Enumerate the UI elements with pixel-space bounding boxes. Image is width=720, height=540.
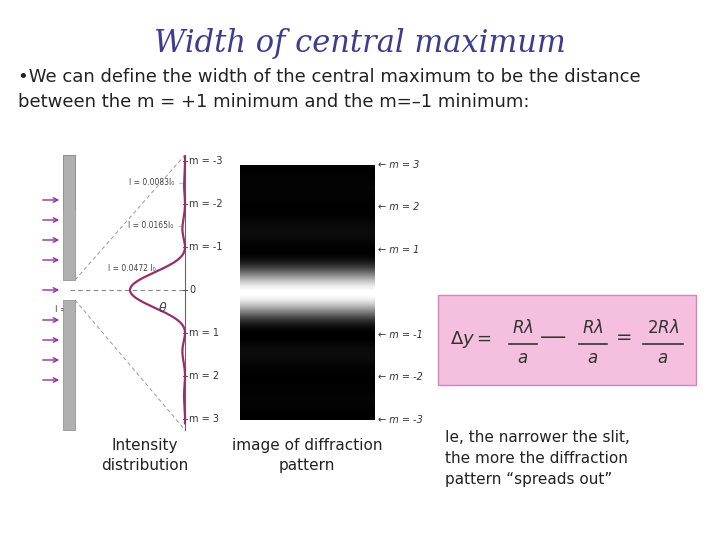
Text: m = -3: m = -3 [189,156,222,166]
Text: $2R\lambda$: $2R\lambda$ [647,319,679,337]
Text: ← m = -1: ← m = -1 [378,330,423,340]
Text: Ie, the narrower the slit,
the more the diffraction
pattern “spreads out”: Ie, the narrower the slit, the more the … [445,430,630,487]
Bar [63,155,75,210]
Text: ← m = 1: ← m = 1 [378,245,419,255]
Text: image of diffraction
pattern: image of diffraction pattern [232,438,382,473]
Text: m = 1: m = 1 [189,328,219,338]
Text: Width of central maximum: Width of central maximum [154,28,566,59]
Text: ← m = -2: ← m = -2 [378,373,423,382]
Text: $-$: $-$ [538,327,554,346]
Text: $a$: $a$ [518,349,528,367]
Text: $a$: $a$ [657,349,669,367]
Text: ← m = 3: ← m = 3 [378,160,419,170]
Text: •We can define the width of the central maximum to be the distance
between the m: •We can define the width of the central … [18,68,641,111]
Text: ← m = -3: ← m = -3 [378,415,423,425]
Text: $a$: $a$ [588,349,598,367]
Bar [63,155,75,280]
Text: I = 0.0165I₀: I = 0.0165I₀ [127,221,173,230]
Text: m = 2: m = 2 [189,371,219,381]
Text: θ: θ [159,301,167,314]
Text: $R\lambda$: $R\lambda$ [512,319,534,337]
Text: $-$: $-$ [550,327,566,346]
Text: m = 3: m = 3 [189,414,219,424]
Text: m = -2: m = -2 [189,199,222,209]
Text: ← m = 2: ← m = 2 [378,202,419,213]
Text: 0: 0 [189,285,195,295]
Text: Intensity
distribution: Intensity distribution [102,438,189,473]
Text: m = -1: m = -1 [189,242,222,252]
Text: I = 0.0472 I₀: I = 0.0472 I₀ [108,264,156,273]
Bar [63,300,75,430]
Text: I = 0.0083I₀: I = 0.0083I₀ [129,178,174,187]
Text: $\Delta y =$: $\Delta y =$ [450,329,492,350]
Text: $R\lambda$: $R\lambda$ [582,319,604,337]
Text: I = I₀: I = I₀ [55,305,76,314]
Text: $=$: $=$ [612,327,632,346]
Bar [438,295,696,385]
